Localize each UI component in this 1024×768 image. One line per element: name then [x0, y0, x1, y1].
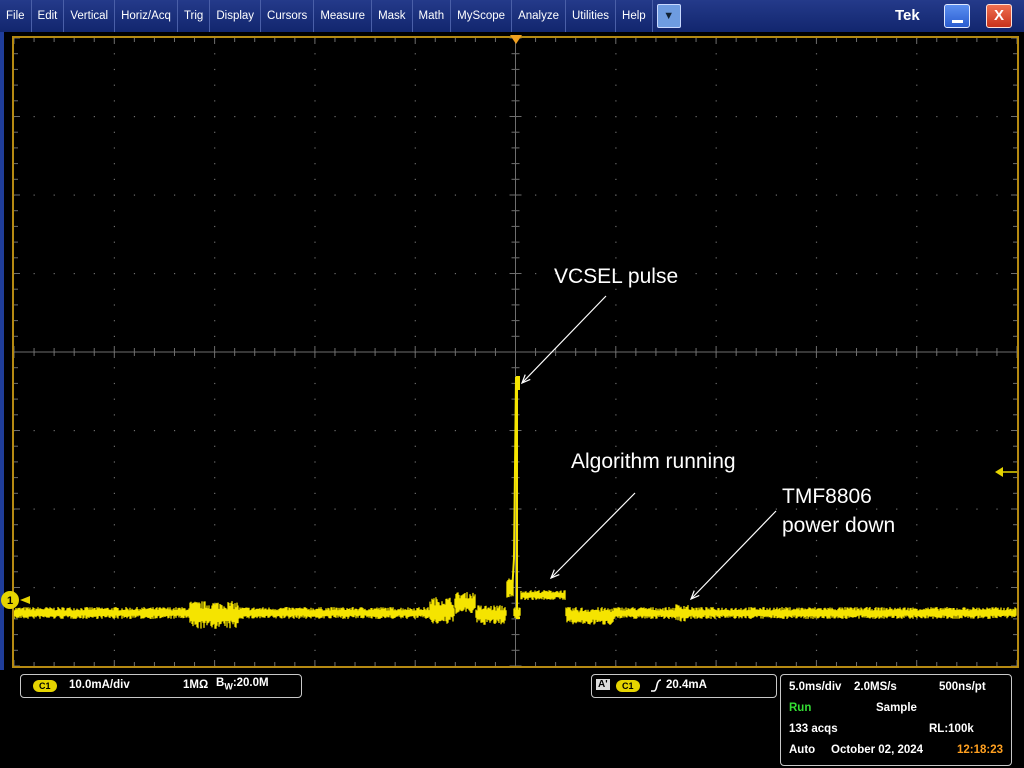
arrow-vcsel-pulse-head [520, 374, 531, 385]
menu-item-math[interactable]: Math [413, 0, 452, 32]
channel-1-marker[interactable]: 1 [0, 590, 34, 612]
trigger-level: 20.4mA [666, 679, 707, 691]
channel-1-marker-label: 1 [7, 595, 13, 607]
annotation-arrows [520, 295, 777, 601]
menu-item-measure[interactable]: Measure [314, 0, 373, 32]
menu-item-utilities[interactable]: Utilities [566, 0, 617, 32]
menu-items: File Edit Vertical Horiz/Acq Trig Display Curs… [0, 0, 653, 32]
rising-edge-icon [651, 679, 662, 692]
close-button[interactable]: X [986, 4, 1012, 28]
vcsel-pulse-top [516, 376, 520, 390]
annotation-vcsel-pulse: VCSEL pulse [554, 265, 679, 288]
graticule [14, 38, 1017, 666]
annotation-algorithm-running: Algorithm running [571, 450, 736, 473]
chevron-down-icon[interactable]: ▼ [656, 4, 681, 28]
minimize-button[interactable] [944, 4, 970, 28]
channel-badge: C1 [33, 680, 57, 692]
acquisition-readout[interactable]: 5.0ms/div 2.0MS/s 500ns/pt Run Sample 13… [780, 674, 1012, 766]
acquisition-mode: Sample [876, 702, 917, 714]
menu-bar: File Edit Vertical Horiz/Acq Trig Display Curs… [0, 0, 1024, 32]
channel-1-readout[interactable]: C1 10.0mA/div 1MΩ BW:20.0M [20, 674, 302, 698]
minimize-icon [952, 20, 963, 23]
menu-item-horiz-acq[interactable]: Horiz/Acq [115, 0, 178, 32]
arrow-power-down [690, 510, 777, 600]
status-panel: C1 10.0mA/div 1MΩ BW:20.0M A' C1 20.4mA … [0, 670, 1024, 768]
menu-item-edit[interactable]: Edit [32, 0, 65, 32]
menu-item-help[interactable]: Help [616, 0, 653, 32]
menu-item-cursors[interactable]: Cursors [261, 0, 315, 32]
trigger-mode: Auto [789, 744, 816, 756]
arrow-vcsel-pulse [521, 295, 607, 384]
date: October 02, 2024 [831, 744, 924, 756]
annotation-power-down-line2: power down [782, 514, 896, 537]
bandwidth-readout: BW:20.0M [216, 677, 269, 691]
arrow-algorithm-running-head [549, 569, 560, 580]
menu-item-display[interactable]: Display [210, 0, 262, 32]
waveform-display[interactable]: VCSEL pulse Algorithm running TMF8806 po… [12, 36, 1019, 668]
annotation-power-down-line1: TMF8806 [782, 485, 872, 508]
timebase: 5.0ms/div [789, 681, 842, 693]
menu-item-file[interactable]: File [0, 0, 32, 32]
acquisition-state: Run [789, 702, 812, 714]
trigger-mode-badge: A' [596, 679, 610, 690]
input-impedance: 1MΩ [183, 679, 209, 691]
menu-item-myscope[interactable]: MyScope [451, 0, 513, 32]
trigger-position-icon[interactable] [510, 35, 522, 45]
bandwidth-prefix: B [216, 677, 225, 689]
bandwidth-value: :20.0M [232, 677, 269, 689]
menu-item-mask[interactable]: Mask [372, 0, 413, 32]
window-edge [0, 32, 4, 768]
arrow-power-down-head [689, 590, 700, 601]
acquisition-count: 133 acqs [789, 723, 838, 735]
menu-item-vertical[interactable]: Vertical [64, 0, 116, 32]
time-resolution: 500ns/pt [939, 681, 986, 693]
vertical-scale: 10.0mA/div [69, 679, 130, 691]
menu-item-analyze[interactable]: Analyze [512, 0, 566, 32]
record-length: RL:100k [929, 723, 974, 735]
arrow-algorithm-running [550, 492, 636, 579]
time: 12:18:23 [957, 744, 1004, 756]
menu-item-trig[interactable]: Trig [178, 0, 211, 32]
bandwidth-subscript: W [224, 681, 233, 692]
trigger-readout[interactable]: A' C1 20.4mA [591, 674, 777, 698]
sample-rate: 2.0MS/s [854, 681, 897, 693]
waveform-trace-ch1 [14, 376, 1017, 629]
trigger-level-icon[interactable] [995, 466, 1017, 478]
waveform-noise-band [14, 578, 1017, 629]
brand-logo: Tek [895, 7, 920, 24]
trigger-source-badge: C1 [616, 680, 640, 692]
